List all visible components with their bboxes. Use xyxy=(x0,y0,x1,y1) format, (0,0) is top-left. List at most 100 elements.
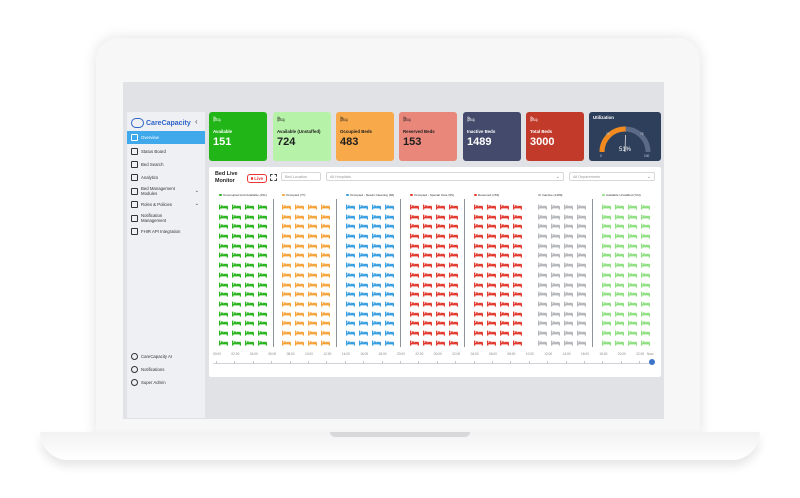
bed-icon[interactable] xyxy=(245,214,258,224)
bed-icon[interactable] xyxy=(410,301,423,311)
bed-icon[interactable] xyxy=(564,301,577,311)
bed-icon[interactable] xyxy=(282,320,295,330)
bed-icon[interactable] xyxy=(487,282,500,292)
bed-icon[interactable] xyxy=(346,223,359,233)
bed-icon[interactable] xyxy=(615,301,628,311)
bed-icon[interactable] xyxy=(423,340,436,350)
bed-icon[interactable] xyxy=(258,330,271,340)
bed-icon[interactable] xyxy=(346,282,359,292)
bed-icon[interactable] xyxy=(474,340,487,350)
bed-icon[interactable] xyxy=(436,262,449,272)
bed-icon[interactable] xyxy=(410,320,423,330)
bed-icon[interactable] xyxy=(513,272,526,282)
bed-icon[interactable] xyxy=(641,223,654,233)
bed-icon[interactable] xyxy=(449,330,462,340)
sidebar-item-5[interactable]: Roles & Policies ⌄ xyxy=(127,198,205,211)
bed-icon[interactable] xyxy=(321,223,334,233)
bed-icon[interactable] xyxy=(577,233,590,243)
bed-icon[interactable] xyxy=(282,311,295,321)
bed-icon[interactable] xyxy=(423,272,436,282)
bed-icon[interactable] xyxy=(449,272,462,282)
bed-icon[interactable] xyxy=(538,243,551,253)
bed-icon[interactable] xyxy=(500,252,513,262)
bed-icon[interactable] xyxy=(258,282,271,292)
bed-icon[interactable] xyxy=(449,223,462,233)
bed-icon[interactable] xyxy=(232,340,245,350)
bed-icon[interactable] xyxy=(551,291,564,301)
bed-icon[interactable] xyxy=(487,252,500,262)
bed-icon[interactable] xyxy=(423,301,436,311)
bed-icon[interactable] xyxy=(577,262,590,272)
bed-icon[interactable] xyxy=(423,282,436,292)
bed-icon[interactable] xyxy=(219,330,232,340)
bed-icon[interactable] xyxy=(641,243,654,253)
bed-icon[interactable] xyxy=(282,301,295,311)
bed-icon[interactable] xyxy=(551,262,564,272)
bed-icon[interactable] xyxy=(615,223,628,233)
bed-icon[interactable] xyxy=(577,223,590,233)
bed-icon[interactable] xyxy=(538,282,551,292)
bed-icon[interactable] xyxy=(410,311,423,321)
bed-icon[interactable] xyxy=(551,233,564,243)
bed-icon[interactable] xyxy=(487,311,500,321)
bed-icon[interactable] xyxy=(295,214,308,224)
bed-icon[interactable] xyxy=(602,272,615,282)
bed-icon[interactable] xyxy=(295,233,308,243)
bed-icon[interactable] xyxy=(385,311,398,321)
bed-icon[interactable] xyxy=(564,311,577,321)
bed-icon[interactable] xyxy=(232,330,245,340)
bed-icon[interactable] xyxy=(219,340,232,350)
bed-icon[interactable] xyxy=(513,233,526,243)
bed-icon[interactable] xyxy=(436,282,449,292)
bed-icon[interactable] xyxy=(500,291,513,301)
bed-icon[interactable] xyxy=(551,214,564,224)
bed-icon[interactable] xyxy=(423,320,436,330)
bed-icon[interactable] xyxy=(602,262,615,272)
bed-icon[interactable] xyxy=(359,340,372,350)
bed-icon[interactable] xyxy=(513,262,526,272)
bed-icon[interactable] xyxy=(423,262,436,272)
bed-icon[interactable] xyxy=(577,243,590,253)
bed-icon[interactable] xyxy=(258,223,271,233)
sidebar-item-1[interactable]: Status Board xyxy=(127,144,205,157)
bed-icon[interactable] xyxy=(385,301,398,311)
bed-icon[interactable] xyxy=(602,204,615,214)
bed-icon[interactable] xyxy=(577,252,590,262)
bed-icon[interactable] xyxy=(372,340,385,350)
bed-icon[interactable] xyxy=(219,252,232,262)
bed-icon[interactable] xyxy=(219,320,232,330)
bed-icon[interactable] xyxy=(602,233,615,243)
bed-icon[interactable] xyxy=(538,320,551,330)
bed-icon[interactable] xyxy=(258,262,271,272)
bed-icon[interactable] xyxy=(410,291,423,301)
bed-icon[interactable] xyxy=(474,252,487,262)
bed-icon[interactable] xyxy=(245,330,258,340)
bed-icon[interactable] xyxy=(615,272,628,282)
bed-icon[interactable] xyxy=(372,214,385,224)
bed-icon[interactable] xyxy=(641,252,654,262)
bed-icon[interactable] xyxy=(641,282,654,292)
bed-icon[interactable] xyxy=(308,204,321,214)
bed-icon[interactable] xyxy=(346,291,359,301)
bed-icon[interactable] xyxy=(551,272,564,282)
bed-icon[interactable] xyxy=(615,282,628,292)
bed-icon[interactable] xyxy=(564,214,577,224)
bed-icon[interactable] xyxy=(258,243,271,253)
bed-icon[interactable] xyxy=(564,291,577,301)
bed-icon[interactable] xyxy=(551,282,564,292)
bed-icon[interactable] xyxy=(258,204,271,214)
bed-icon[interactable] xyxy=(219,243,232,253)
bed-icon[interactable] xyxy=(449,301,462,311)
bed-icon[interactable] xyxy=(346,320,359,330)
bed-icon[interactable] xyxy=(232,320,245,330)
bed-icon[interactable] xyxy=(372,311,385,321)
bed-icon[interactable] xyxy=(385,320,398,330)
department-select[interactable]: All Departments ⌄ xyxy=(569,172,655,181)
bed-icon[interactable] xyxy=(513,340,526,350)
bed-icon[interactable] xyxy=(474,301,487,311)
bed-icon[interactable] xyxy=(436,340,449,350)
bed-icon[interactable] xyxy=(577,204,590,214)
bed-icon[interactable] xyxy=(641,320,654,330)
bed-icon[interactable] xyxy=(628,301,641,311)
bed-icon[interactable] xyxy=(436,243,449,253)
